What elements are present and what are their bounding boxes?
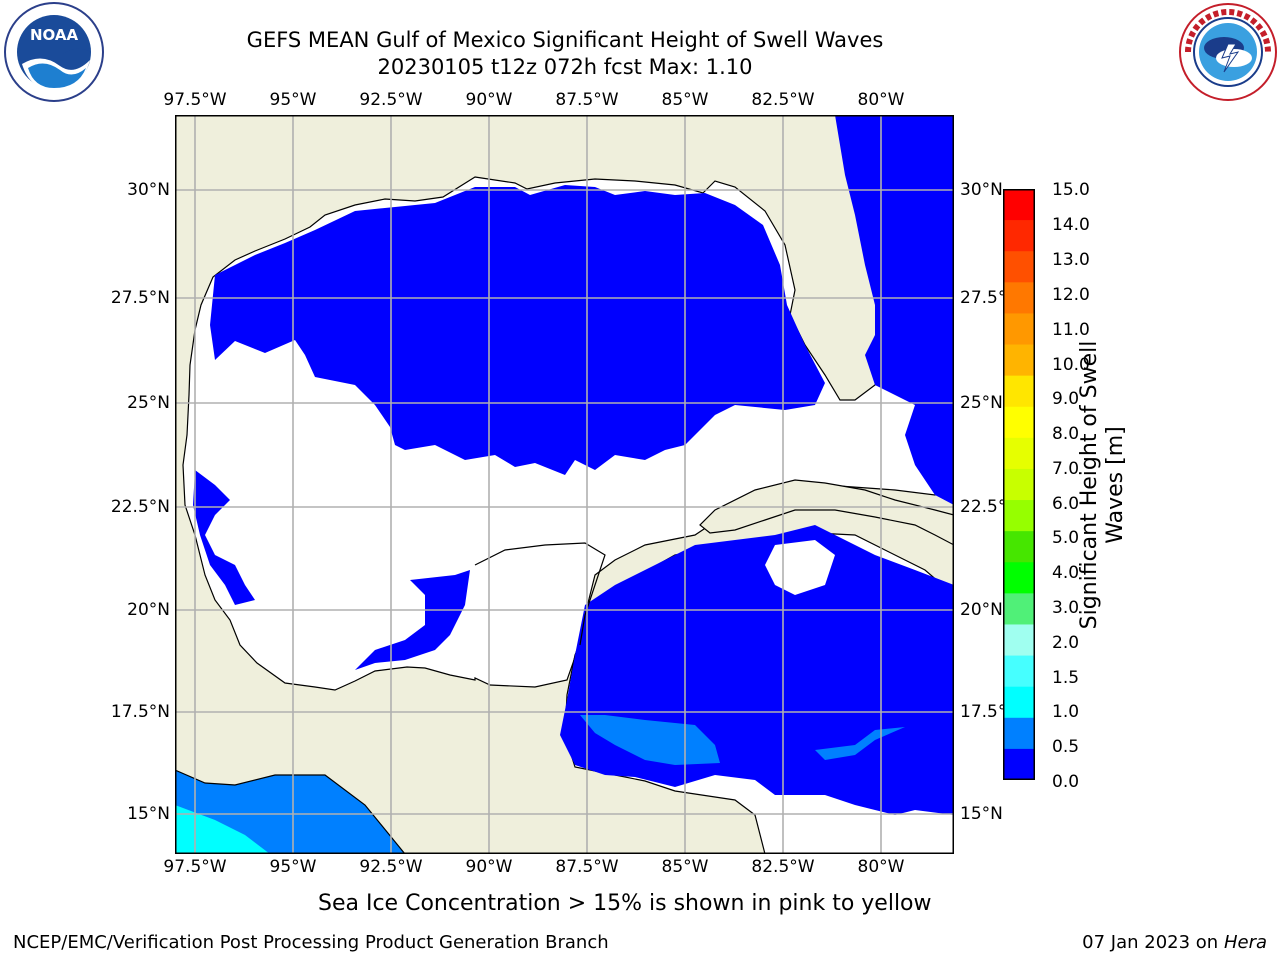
graticule bbox=[175, 115, 954, 854]
colorbar-segment bbox=[1003, 748, 1035, 780]
chart-subtitle: 20230105 t12z 072h fcst Max: 1.10 bbox=[377, 55, 753, 79]
lat-label-left: 30°N bbox=[127, 180, 170, 200]
sea-ice-caption: Sea Ice Concentration > 15% is shown in … bbox=[318, 891, 932, 916]
lat-label-left: 27.5°N bbox=[110, 288, 170, 308]
lon-label-top: 92.5°W bbox=[359, 90, 423, 110]
lat-label-left: 15°N bbox=[127, 804, 170, 824]
colorbar-tick: 0.0 bbox=[1052, 772, 1080, 792]
colorbar-tick: 7.0 bbox=[1052, 459, 1080, 479]
footer-date-text: 07 Jan 2023 on bbox=[1082, 932, 1224, 953]
colorbar-segment bbox=[1003, 344, 1035, 377]
map-panel bbox=[175, 115, 954, 854]
swell-bay-campeche bbox=[355, 570, 470, 670]
colorbar-label-line1: Significant Height of Swell bbox=[1077, 340, 1102, 630]
lon-label-top: 97.5°W bbox=[163, 90, 227, 110]
colorbar-segment bbox=[1003, 593, 1035, 626]
colorbar-segment bbox=[1003, 406, 1035, 439]
lon-label-top: 82.5°W bbox=[751, 90, 815, 110]
colorbar-tick: 1.5 bbox=[1052, 668, 1080, 688]
colorbar-segment bbox=[1003, 500, 1035, 532]
colorbar-tick: 15.0 bbox=[1052, 180, 1090, 200]
pacific-water-high bbox=[175, 805, 270, 854]
colorbar-tick: 8.0 bbox=[1052, 424, 1080, 444]
colorbar-tick: 12.0 bbox=[1052, 285, 1090, 305]
colorbar-segment bbox=[1003, 655, 1035, 688]
colorbar-segment bbox=[1003, 189, 1035, 221]
lon-label-top: 90°W bbox=[465, 90, 513, 110]
swell-florida-strait bbox=[835, 115, 954, 505]
lon-label-bottom: 80°W bbox=[857, 857, 905, 877]
lon-label-bottom: 90°W bbox=[465, 857, 513, 877]
lat-label-left: 17.5°N bbox=[110, 702, 170, 722]
noaa-logo-text: NOAA bbox=[30, 26, 79, 44]
colorbar-segment bbox=[1003, 531, 1035, 563]
colorbar-segment bbox=[1003, 220, 1035, 252]
swell-west-gulf bbox=[193, 470, 255, 605]
colorbar-tick: 13.0 bbox=[1052, 250, 1090, 270]
colorbar-tick: 4.0 bbox=[1052, 563, 1080, 583]
map-frame bbox=[175, 115, 954, 854]
colorbar-segment bbox=[1003, 468, 1035, 501]
colorbar-tick: 11.0 bbox=[1052, 320, 1090, 340]
noaa-logo-icon: NOAA bbox=[4, 2, 104, 102]
cuba-land bbox=[699, 479, 954, 546]
colorbar-tick: 0.5 bbox=[1052, 737, 1080, 757]
footer-date: 07 Jan 2023 on Hera bbox=[1082, 932, 1267, 954]
lat-label-left: 25°N bbox=[127, 393, 170, 413]
lon-label-bottom: 85°W bbox=[661, 857, 709, 877]
chart-title: GEFS MEAN Gulf of Mexico Significant Hei… bbox=[246, 28, 884, 52]
colorbar-segment bbox=[1003, 375, 1035, 408]
colorbar-segment bbox=[1003, 686, 1035, 719]
lat-label-left: 22.5°N bbox=[110, 497, 170, 517]
colorbar-segment bbox=[1003, 624, 1035, 657]
lon-label-bottom: 97.5°W bbox=[163, 857, 227, 877]
colorbar-frame bbox=[1003, 189, 1035, 780]
colorbar-segment bbox=[1003, 437, 1035, 470]
lon-label-top: 85°W bbox=[661, 90, 709, 110]
footer-credit: NCEP/EMC/Verification Post Processing Pr… bbox=[13, 932, 609, 953]
colorbar bbox=[1003, 189, 1035, 780]
lat-label-right: 20°N bbox=[960, 600, 1003, 620]
lon-label-top: 80°W bbox=[857, 90, 905, 110]
colorbar-tick: 9.0 bbox=[1052, 389, 1080, 409]
colorbar-tick: 6.0 bbox=[1052, 494, 1080, 514]
swell-caribbean-east bbox=[815, 727, 905, 760]
footer-host: Hera bbox=[1223, 932, 1267, 953]
colorbar-segment bbox=[1003, 562, 1035, 594]
lat-label-right: 25°N bbox=[960, 393, 1003, 413]
colorbar-tick: 5.0 bbox=[1052, 528, 1080, 548]
colorbar-tick: 14.0 bbox=[1052, 215, 1090, 235]
colorbar-tick: 10.0 bbox=[1052, 355, 1090, 375]
lat-label-right: 30°N bbox=[960, 180, 1003, 200]
lat-label-right: 15°N bbox=[960, 804, 1003, 824]
lon-label-bottom: 92.5°W bbox=[359, 857, 423, 877]
colorbar-tick: 3.0 bbox=[1052, 598, 1080, 618]
lon-label-top: 95°W bbox=[269, 90, 317, 110]
colorbar-segment bbox=[1003, 313, 1035, 346]
colorbar-segment bbox=[1003, 251, 1035, 283]
lon-label-bottom: 82.5°W bbox=[751, 857, 815, 877]
lon-label-bottom: 95°W bbox=[269, 857, 317, 877]
colorbar-tick: 1.0 bbox=[1052, 702, 1080, 722]
lon-label-bottom: 87.5°W bbox=[555, 857, 619, 877]
colorbar-tick: 2.0 bbox=[1052, 633, 1080, 653]
colorbar-label-line2: Waves [m] bbox=[1103, 426, 1128, 544]
lon-label-top: 87.5°W bbox=[555, 90, 619, 110]
colorbar-segment bbox=[1003, 282, 1035, 315]
colorbar-segment bbox=[1003, 717, 1035, 750]
nws-logo-icon bbox=[1179, 3, 1277, 101]
lat-label-left: 20°N bbox=[127, 600, 170, 620]
